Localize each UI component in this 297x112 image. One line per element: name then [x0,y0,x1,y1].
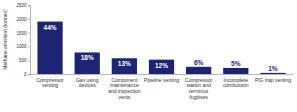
x-tick: Compressorventing [36,77,64,89]
bar [112,58,137,74]
y-tick: 2000 [16,17,30,22]
x-tick: Compressorstation andterminusfugitives [185,77,213,100]
x-tick-label-line: fugitives [189,94,208,100]
y-tick: 500 [19,58,30,63]
y-axis-line [28,6,31,75]
x-tick-label: Gas usingdevices [76,77,99,89]
bars [37,22,285,74]
bar [37,22,62,74]
x-tick: Gas usingdevices [76,77,99,89]
x-tick-label: Incompletecombustion [223,77,249,89]
y-tick-mark [28,33,30,34]
y-tick-label: 0 [24,72,27,77]
plot: 0 500 1000 1500 2000 2500 Compressorventing Gas… [16,3,293,100]
x-tick-label: Compressorventing [36,77,64,89]
x-axis: Compressorventing Gas usingdevices Compone… [31,75,294,100]
y-axis-title: Methane emission (tonnes) [2,9,8,70]
y-tick: 0 [24,72,30,77]
share-label: 44% [44,24,57,31]
x-tick: PIG trap venting [255,77,291,83]
x-axis-line [31,74,294,75]
y-tick-mark [28,74,30,75]
chart: 0 500 1000 1500 2000 2500 Compressorventing Gas… [0,0,297,112]
bar [75,52,100,74]
x-tick-label: Compressorstation andterminusfugitives [185,77,213,100]
x-tick-label-line: PIG trap venting [255,77,291,83]
bar [223,68,248,74]
y-tick-mark [28,5,30,6]
y-axis: 0 500 1000 1500 2000 2500 [16,3,30,77]
y-tick-mark [28,46,30,47]
x-tick-label: Pipeline venting [144,77,180,83]
share-label: 5% [231,60,241,67]
y-tick: 1000 [16,44,30,49]
y-tick-label: 2000 [16,17,27,22]
share-labels: 44% 18% 13% 12% 6% 5% 1% [44,24,278,73]
y-tick-mark [28,19,30,20]
x-tick-label-line: vents [118,94,130,100]
y-tick: 2500 [16,3,30,8]
bar [186,67,211,74]
x-tick-label: PIG trap venting [255,77,291,83]
x-tick-label-line: devices [79,82,96,88]
y-tick-mark [28,60,30,61]
y-tick-label: 2500 [16,3,27,8]
x-tick-label: Componentmaintenanceand inspectionvents [108,77,140,100]
bar [260,73,285,74]
y-tick-label: 1500 [16,31,27,36]
y-tick: 1500 [16,31,30,36]
x-tick: Pipeline venting [144,77,180,83]
x-tick-label-line: combustion [223,82,249,88]
bar [149,60,174,74]
x-tick-label-line: venting [42,82,58,88]
x-tick-label-line: Pipeline venting [144,77,180,83]
x-tick: Componentmaintenanceand inspectionvents [108,77,140,100]
x-tick: Incompletecombustion [223,77,249,89]
share-label: 1% [268,65,278,72]
y-tick-label: 500 [19,58,27,63]
share-label: 13% [118,60,131,67]
y-tick-label: 1000 [16,44,27,49]
share-label: 18% [81,54,94,61]
share-label: 6% [194,59,204,66]
share-label: 12% [155,62,168,69]
